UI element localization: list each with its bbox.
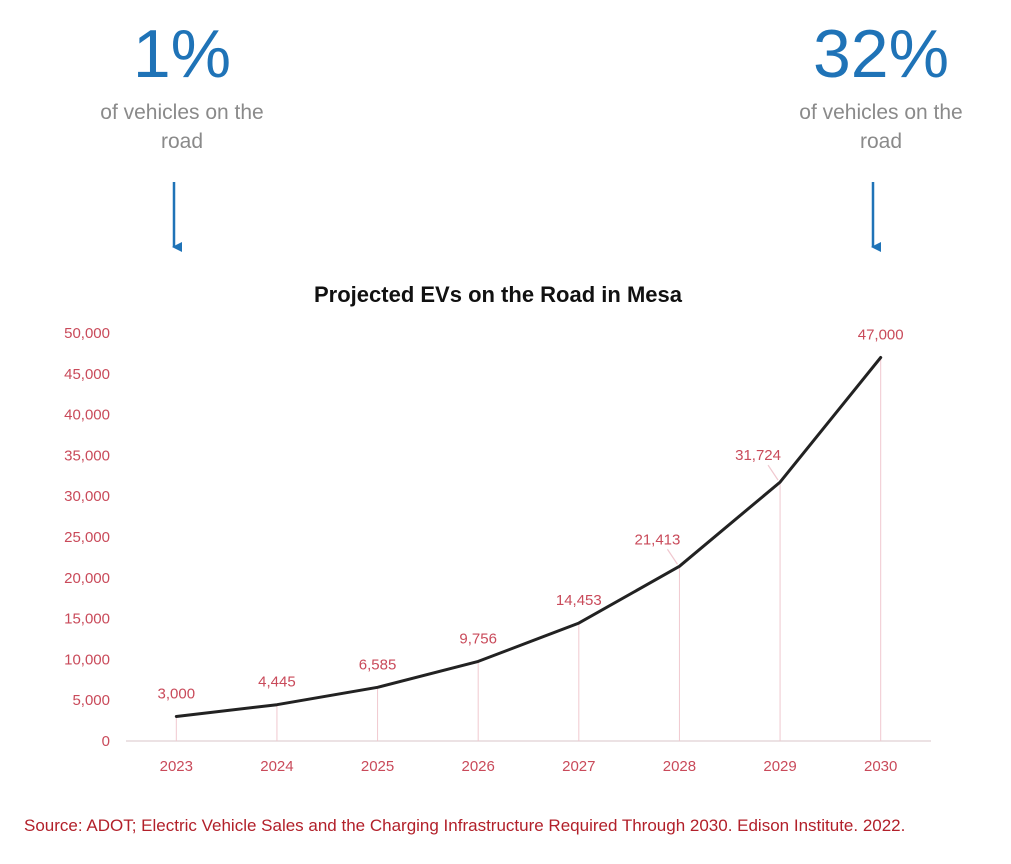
y-tick-label: 15,000 <box>64 611 110 628</box>
data-label: 21,413 <box>634 531 680 548</box>
drop-lines <box>175 357 882 741</box>
y-tick-label: 30,000 <box>64 488 110 505</box>
callout-left-caption-line2: road <box>160 130 204 153</box>
callout-left-caption-line1: of vehicles on the <box>100 101 264 124</box>
x-tick-label: 2024 <box>260 758 293 775</box>
data-labels: 3,000 4,445 6,585 9,756 14,453 21,413 31,724 47… <box>158 326 904 702</box>
data-label: 47,000 <box>858 326 904 343</box>
y-tick-label: 45,000 <box>64 366 110 383</box>
x-tick-label: 2025 <box>361 758 394 775</box>
source-note: Source: ADOT; Electric Vehicle Sales and… <box>24 816 906 835</box>
data-label: 4,445 <box>258 674 296 691</box>
x-axis-ticks: 2023 2024 2025 2026 2027 2028 2029 2030 <box>160 758 898 775</box>
data-label: 6,585 <box>359 656 397 673</box>
chart-title: Projected EVs on the Road in Mesa <box>314 282 683 307</box>
y-tick-label: 20,000 <box>64 570 110 587</box>
y-tick-label: 50,000 <box>64 325 110 342</box>
y-tick-label: 25,000 <box>64 529 110 546</box>
data-label: 14,453 <box>556 592 602 609</box>
callout-right-value: 32% <box>812 16 950 92</box>
data-label: 9,756 <box>459 630 497 647</box>
x-tick-label: 2029 <box>763 758 796 775</box>
y-tick-label: 0 <box>102 733 110 750</box>
x-tick-label: 2030 <box>864 758 897 775</box>
y-tick-label: 40,000 <box>64 407 110 424</box>
data-label: 31,724 <box>735 447 781 464</box>
callout-left-value: 1% <box>132 16 232 92</box>
y-tick-label: 10,000 <box>64 651 110 668</box>
y-axis-ticks: 0 5,000 10,000 15,000 20,000 25,000 30,000 35,0… <box>64 325 110 750</box>
data-label: 3,000 <box>158 686 196 703</box>
ev-projection-chart: Projected EVs on the Road in Mesa 0 5,000… <box>64 182 931 775</box>
y-tick-label: 35,000 <box>64 447 110 464</box>
y-tick-label: 5,000 <box>72 692 110 709</box>
series-line-projected-evs <box>174 356 883 718</box>
x-tick-label: 2026 <box>462 758 495 775</box>
data-label-leader <box>767 464 779 481</box>
callout-right-caption-line1: of vehicles on the <box>799 101 963 124</box>
x-tick-label: 2027 <box>562 758 595 775</box>
x-tick-label: 2028 <box>663 758 696 775</box>
callout-right: 32% of vehicles on the road <box>761 14 1001 156</box>
x-tick-label: 2023 <box>160 758 193 775</box>
callout-right-caption-line2: road <box>859 130 903 153</box>
callout-left: 1% of vehicles on the road <box>62 14 302 156</box>
data-label-leader <box>666 548 678 565</box>
